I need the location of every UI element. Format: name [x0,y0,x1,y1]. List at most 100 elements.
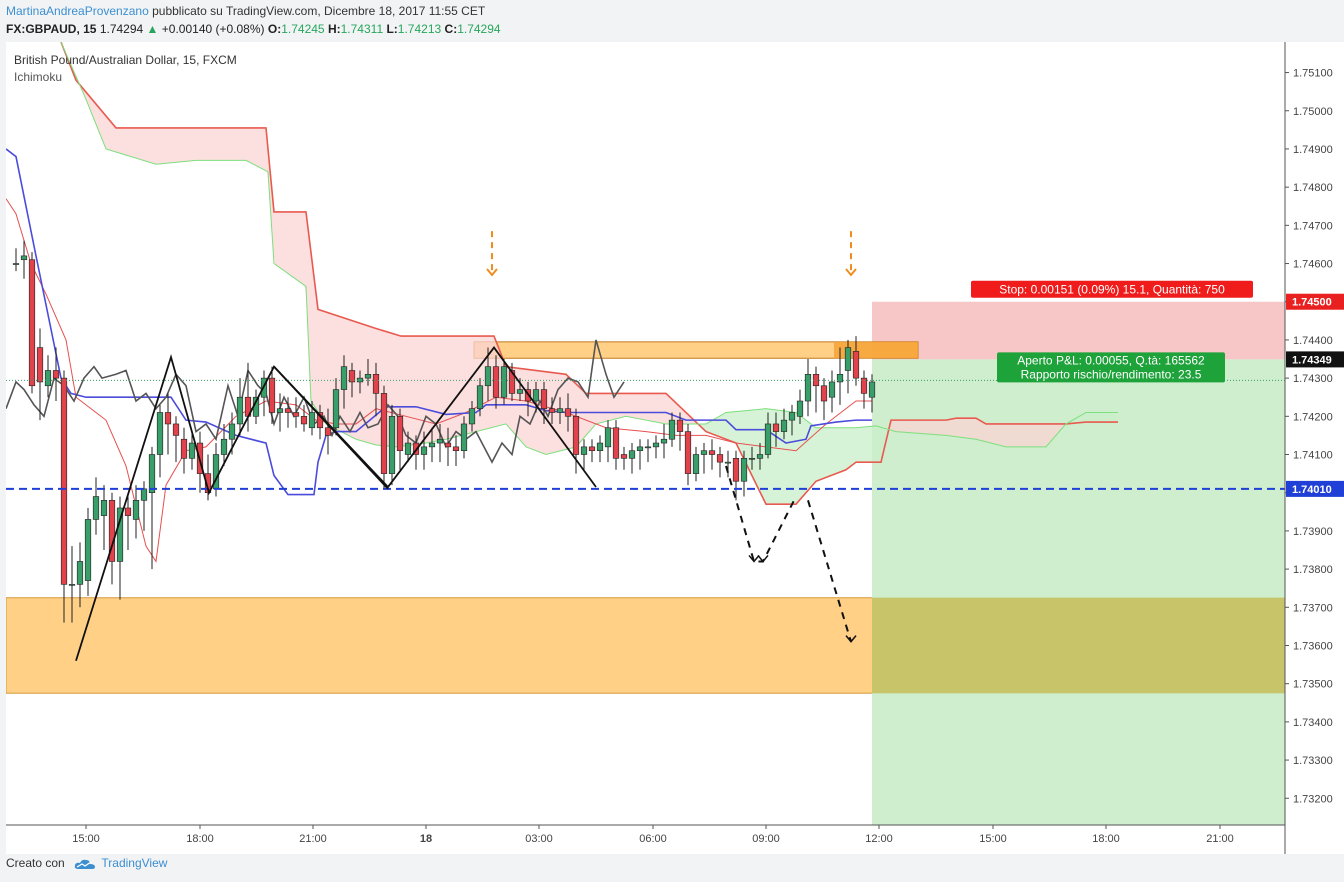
pattern-leg[interactable] [273,366,389,490]
bull-candle[interactable] [668,419,676,440]
bear-candle[interactable] [36,347,44,383]
bull-candle[interactable] [628,450,636,459]
bear-candle[interactable] [716,454,724,463]
bear-candle[interactable] [380,393,388,474]
bull-candle[interactable] [308,412,316,429]
pnl-label-bg[interactable] [997,352,1225,383]
bear-candle[interactable] [612,427,620,459]
bull-candle[interactable] [484,366,492,387]
bull-candle[interactable] [556,408,564,413]
bull-candle[interactable] [652,442,660,448]
bear-candle[interactable] [684,431,692,474]
bull-candle[interactable] [92,496,100,520]
bull-candle[interactable] [364,373,372,379]
bear-candle[interactable] [348,370,356,383]
bull-candle[interactable] [276,408,284,413]
bear-candle[interactable] [52,370,60,379]
bull-candle[interactable] [844,347,852,371]
bear-candle[interactable] [60,377,68,585]
bull-candle[interactable] [724,461,732,464]
bull-candle[interactable] [68,584,76,586]
bull-candle[interactable] [84,519,92,581]
bull-candle[interactable] [428,442,436,448]
bull-candle[interactable] [836,373,844,383]
bull-candle[interactable] [332,389,340,429]
bull-candle[interactable] [740,458,748,482]
bull-candle[interactable] [340,366,348,390]
bull-candle[interactable] [388,416,396,474]
bull-candle[interactable] [500,366,508,398]
bear-candle[interactable] [300,416,308,425]
bull-candle[interactable] [580,446,588,455]
bear-candle[interactable] [588,446,596,451]
bear-candle[interactable] [860,377,868,394]
bull-candle[interactable] [868,381,876,398]
bear-candle[interactable] [492,366,500,398]
bull-candle[interactable] [460,423,468,451]
bear-candle[interactable] [268,377,276,413]
bear-candle[interactable] [620,454,628,459]
bear-candle[interactable] [548,408,556,413]
bear-candle[interactable] [852,351,860,379]
bull-candle[interactable] [788,412,796,421]
bull-candle[interactable] [468,408,476,425]
bull-candle[interactable] [420,446,428,455]
bull-candle[interactable] [76,561,84,585]
bull-candle[interactable] [532,389,540,402]
bear-candle[interactable] [396,416,404,451]
tradingview-brand[interactable]: TradingView [101,856,168,870]
bull-candle[interactable] [404,442,412,455]
bear-candle[interactable] [284,408,292,413]
bull-candle[interactable] [476,385,484,409]
bear-candle[interactable] [732,458,740,482]
bull-candle[interactable] [636,446,644,451]
bear-candle[interactable] [164,412,172,425]
bear-candle[interactable] [292,412,300,417]
bear-candle[interactable] [708,450,716,455]
bull-candle[interactable] [116,507,124,562]
bull-candle[interactable] [700,450,708,455]
bear-candle[interactable] [564,408,572,417]
bull-candle[interactable] [188,442,196,459]
bear-candle[interactable] [372,373,380,394]
bull-candle[interactable] [780,419,788,432]
bull-candle[interactable] [756,454,764,459]
bull-candle[interactable] [644,446,652,449]
bull-candle[interactable] [804,373,812,402]
bull-candle[interactable] [764,423,772,455]
bull-candle[interactable] [132,500,140,520]
bull-candle[interactable] [148,454,156,494]
indicator-legend[interactable]: Ichimoku [14,70,62,84]
bull-candle[interactable] [660,438,668,444]
bull-candle[interactable] [100,500,108,516]
bear-candle[interactable] [508,370,516,394]
bull-candle[interactable] [20,255,28,261]
bear-candle[interactable] [180,438,188,459]
bull-candle[interactable] [12,263,20,265]
bear-candle[interactable] [172,423,180,436]
bull-candle[interactable] [692,454,700,474]
take-profit-zone[interactable] [872,359,1285,825]
bull-candle[interactable] [228,423,236,440]
bull-candle[interactable] [236,396,244,425]
bull-candle[interactable] [828,381,836,398]
bear-candle[interactable] [820,385,828,402]
bear-candle[interactable] [772,423,780,432]
bull-candle[interactable] [140,488,148,501]
bull-candle[interactable] [596,442,604,451]
bear-candle[interactable] [444,442,452,448]
bull-candle[interactable] [220,438,228,455]
bull-candle[interactable] [156,412,164,455]
bear-candle[interactable] [108,500,116,562]
bull-candle[interactable] [604,427,612,448]
bull-candle[interactable] [44,370,52,387]
bear-candle[interactable] [204,473,212,494]
bull-candle[interactable] [748,458,756,460]
bear-candle[interactable] [324,427,332,436]
stop-loss-zone[interactable] [872,301,1285,360]
bear-candle[interactable] [572,416,580,455]
bear-candle[interactable] [28,259,36,387]
bull-candle[interactable] [796,400,804,417]
price-chart[interactable]: 1.75100 1.75000 1.74900 1.74800 1.74700 1.746… [5,41,1344,855]
bull-candle[interactable] [436,438,444,444]
